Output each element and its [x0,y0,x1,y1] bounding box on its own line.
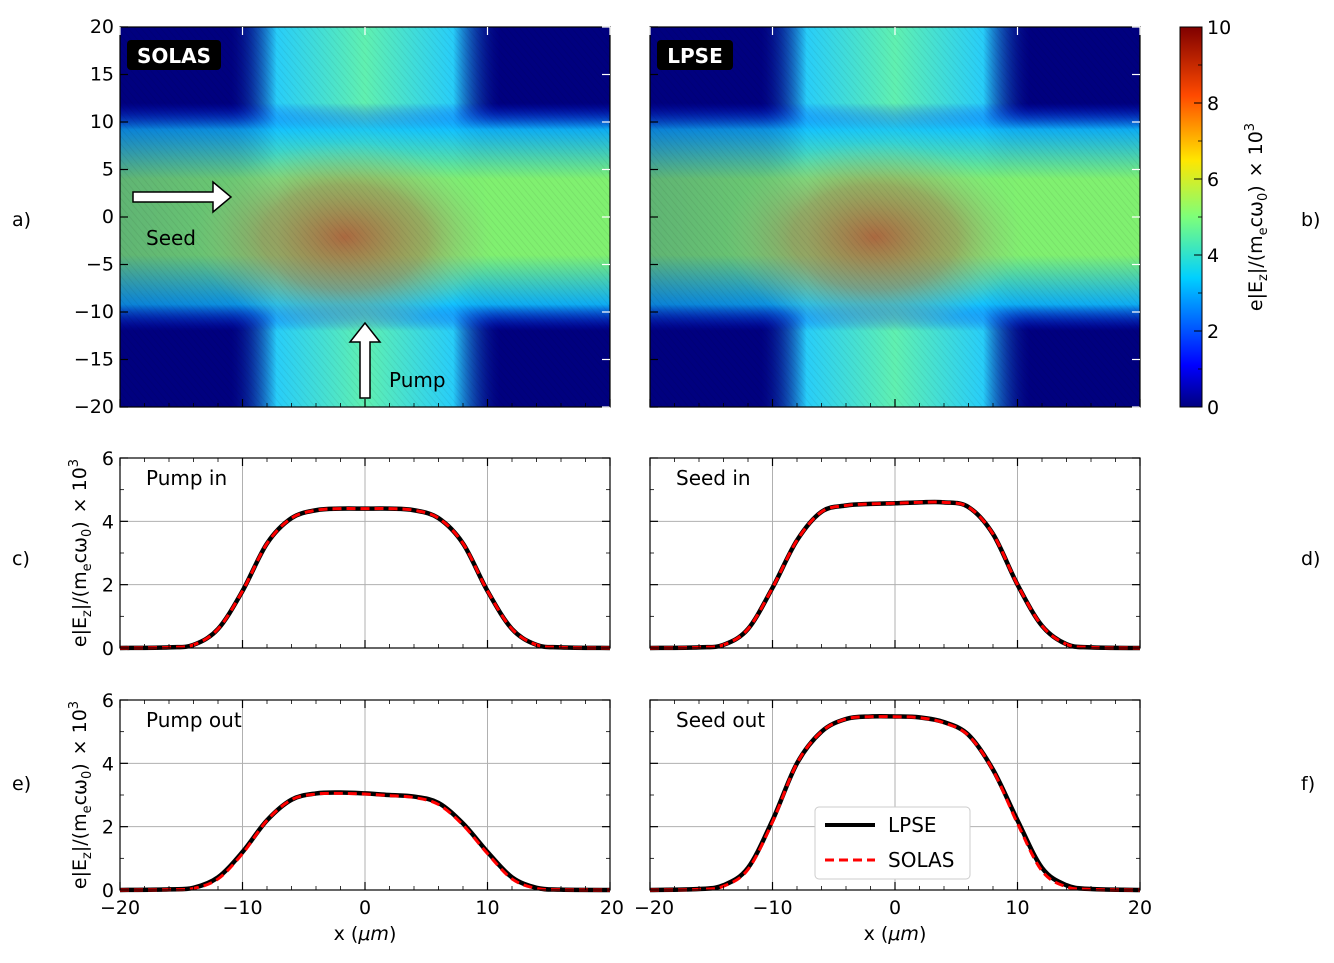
colorbar-tick-label: 8 [1207,93,1219,115]
map-ytick-label: 5 [102,159,114,181]
line-panel-2: 0 2 4 6 −20 −10 0 10 20 Pump out x (μm) e|Ez|/(mecω… [67,690,624,945]
seed-arrow-icon [132,180,233,214]
legend-label-lpse: LPSE [888,813,937,837]
colorbar: 0 2 4 6 8 10 e|Ez|/(mecω0)× 103 [1179,17,1271,419]
colorbar-tick-label: 0 [1207,397,1219,419]
xtick-label: 0 [359,897,371,919]
xtick-label: −20 [634,897,674,919]
line-panel-0: 0 2 4 6 Pump in e|Ez|/(mecω0)× 103 [67,448,611,660]
pump-arrow-icon [348,321,382,399]
map-ytick-label: −10 [74,301,114,323]
panel-title: Seed in [676,466,751,490]
map-ytick-label: 15 [90,64,114,86]
title-badge: SOLAS [127,40,221,70]
panel-letter-a: a) [12,209,31,231]
legend-label-solas: SOLAS [888,848,954,872]
series-solas [119,791,611,892]
ytick-label: 0 [102,880,114,902]
xtick-label: −10 [752,897,792,919]
panel-letter-c: c) [12,548,30,570]
legend: LPSE SOLAS [814,806,971,880]
heatmap-solas: SOLAS Seed Pump [119,26,611,408]
x-axis-label: x (μm) [334,923,397,945]
xtick-label: −10 [222,897,262,919]
panel-letter-e: e) [12,773,31,795]
y-axis-label: e|Ez|/(mecω0)× 103 [67,459,95,647]
ytick-label: 0 [102,638,114,660]
xtick-label: 10 [475,897,499,919]
xtick-label: −20 [100,897,140,919]
ytick-label: 2 [102,817,114,839]
series-solas [649,500,1141,650]
panel-letter-d: d) [1301,548,1320,570]
seed-arrow: Seed [132,180,233,250]
seed-annotation: Seed [146,226,196,250]
ytick-label: 2 [102,575,114,597]
colorbar-tick-label: 10 [1207,17,1231,39]
xtick-label: 10 [1005,897,1029,919]
title-badge-bg [657,40,733,70]
ytick-label: 6 [102,690,114,712]
title-badge: LPSE [657,40,733,70]
ytick-label: 4 [102,511,114,533]
heatmap-axes: 20 15 10 5 0 −5 −10 −15 −20 [74,16,1141,418]
map-ytick-label: −15 [74,349,114,371]
pump-annotation: Pump [389,368,446,392]
panel-title: Pump in [146,466,227,490]
map-ytick-label: −20 [74,396,114,418]
line-panel-1: Seed in [649,457,1141,651]
line-panels: 0 2 4 6 Pump in e|Ez|/(mecω0)× 103 Seed in 0 2 4 6… [67,448,1152,945]
xtick-label: 20 [600,897,624,919]
colorbar-tick-label: 2 [1207,321,1219,343]
series-solas [119,507,611,650]
colorbar-ticks: 0 2 4 6 8 10 [1194,17,1231,419]
series-solas [649,715,1141,892]
fringe-texture [650,27,1140,407]
xtick-label: 20 [1128,897,1152,919]
panel-title: Seed out [676,708,765,732]
map-ytick-label: 10 [90,111,114,133]
heatmap-title: SOLAS [137,44,211,68]
y-axis-label: e|Ez|/(mecω0)× 103 [67,701,95,889]
panel-title: Pump out [146,708,242,732]
map-ytick-label: 20 [90,16,114,38]
panel-letter-b: b) [1301,209,1320,231]
heatmap-title: LPSE [667,44,722,68]
pump-arrow: Pump [348,321,446,399]
panel-letter-f: f) [1301,773,1315,795]
colorbar-tick-label: 4 [1207,245,1219,267]
map-ytick-label: 0 [102,206,114,228]
colorbar-label: e|Ez|/(mecω0)× 103 [1243,123,1271,311]
map-ytick-label: −5 [86,254,114,276]
colorbar-tick-label: 6 [1207,169,1219,191]
heatmap-lpse: LPSE [649,26,1141,408]
ytick-label: 6 [102,448,114,470]
ytick-label: 4 [102,753,114,775]
xtick-label: 0 [889,897,901,919]
x-axis-label: x (μm) [864,923,927,945]
title-badge-bg [127,40,221,70]
